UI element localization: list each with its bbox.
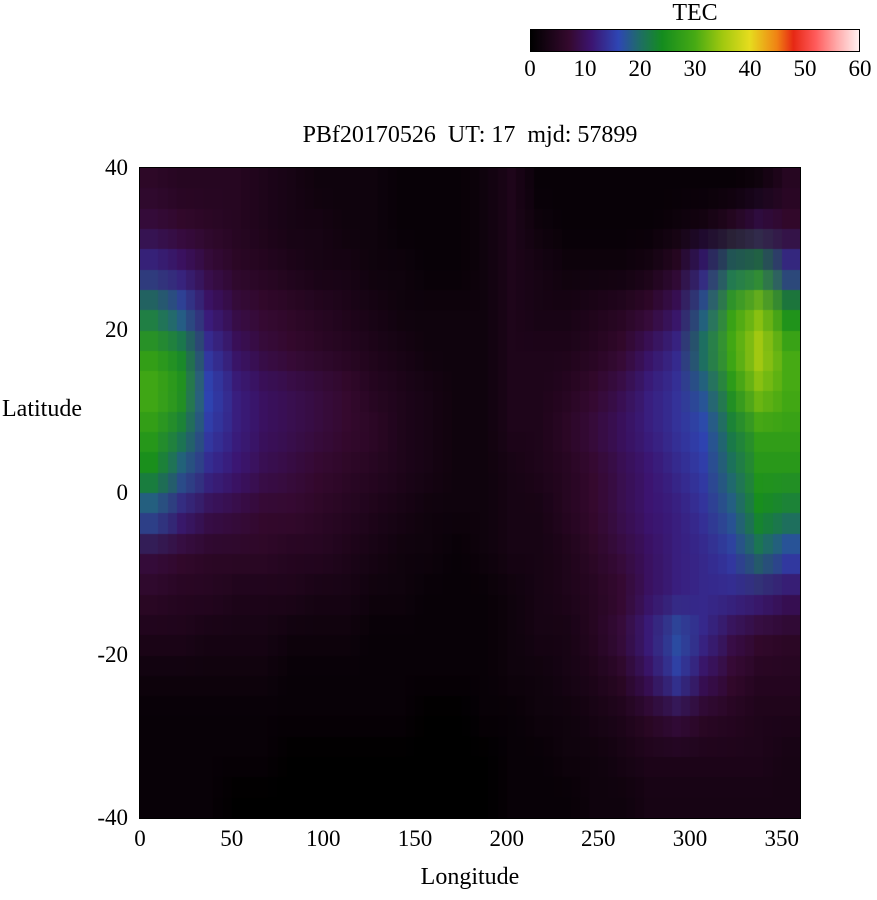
colorbar-gradient: [530, 29, 860, 52]
colorbar-tick: 30: [683, 56, 707, 81]
x-tick-label: 250: [581, 826, 616, 851]
x-tick-label: 150: [397, 826, 433, 851]
y-tick-label: 0: [116, 480, 129, 505]
plot-area: [139, 167, 801, 819]
colorbar-tick: 20: [628, 56, 652, 81]
x-tick-label: 300: [672, 826, 708, 851]
y-tick-label: -20: [97, 642, 128, 667]
colorbar-tick: 10: [573, 56, 597, 81]
x-tick-label: 0: [134, 826, 146, 851]
tec-heatmap-canvas: [140, 168, 800, 818]
colorbar-tick: 60: [848, 56, 872, 81]
x-tick-label: 100: [306, 826, 341, 851]
colorbar: TEC 0 10 20 30 40 50 60: [524, 0, 871, 90]
colorbar-tick: 0: [524, 56, 536, 81]
y-tick-label: 20: [105, 317, 128, 342]
y-tick-label: 40: [105, 155, 128, 180]
colorbar-title: TEC: [672, 0, 718, 26]
plot-title: PBf20170526 UT: 17 mjd: 57899: [302, 122, 638, 148]
x-tick-label: 50: [220, 826, 244, 851]
x-tick-label: 200: [489, 826, 524, 851]
y-axis-title: Latitude: [2, 396, 82, 422]
y-tick-label: -40: [97, 805, 128, 830]
colorbar-tick: 40: [738, 56, 762, 81]
x-tick-label: 350: [764, 826, 799, 851]
colorbar-tick: 50: [793, 56, 817, 81]
x-axis-title: Longitude: [420, 864, 520, 890]
colorbar-tick-labels: 0 10 20 30 40 50 60: [524, 56, 871, 82]
